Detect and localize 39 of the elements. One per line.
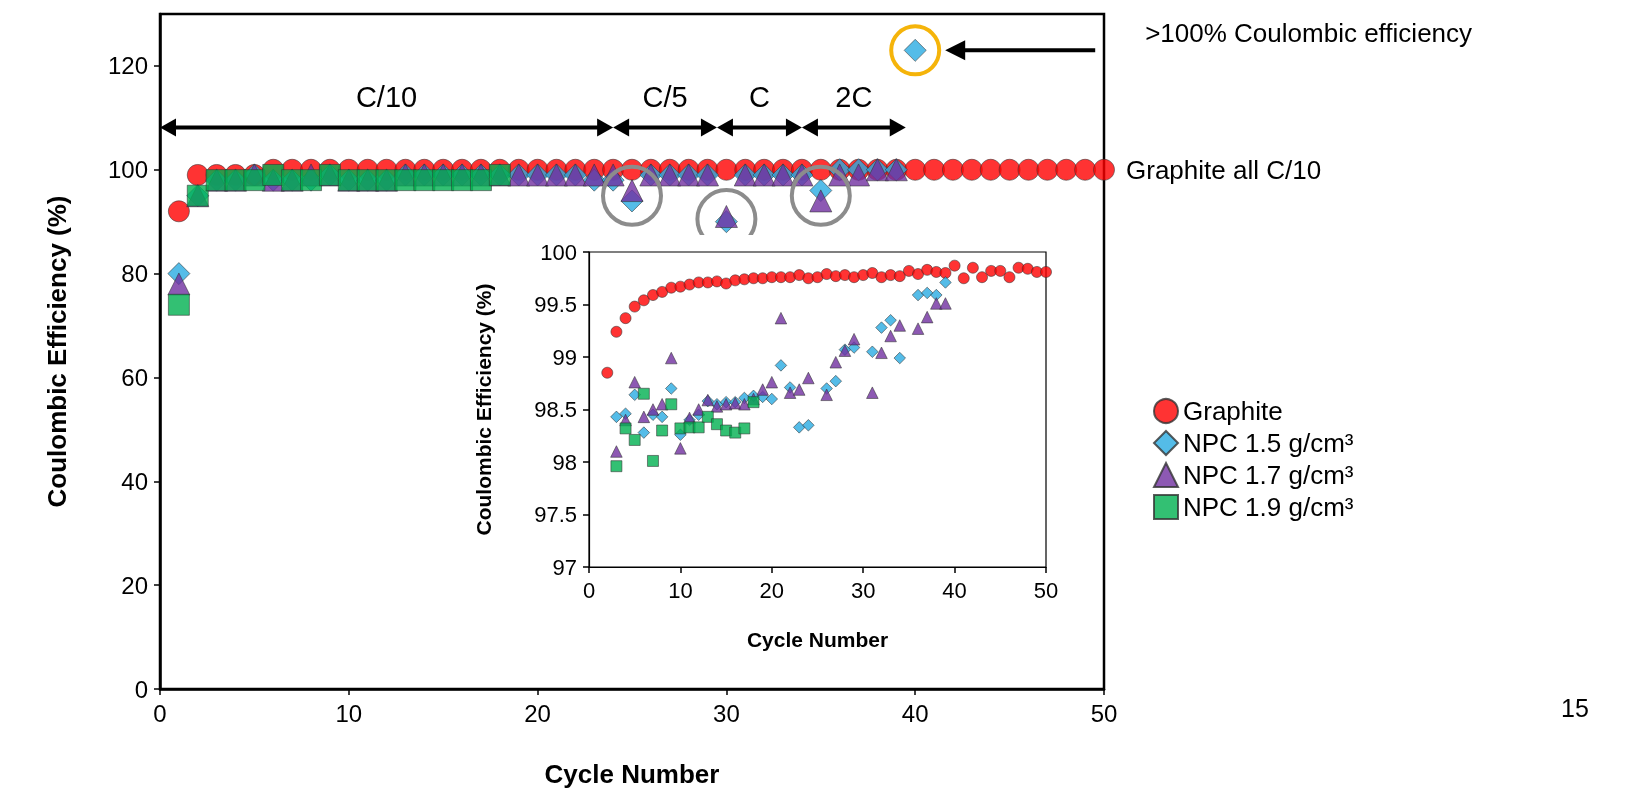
x-tick-label: 30 [850, 577, 876, 603]
x-tick-label: 40 [901, 699, 929, 727]
annotation: 2C [835, 81, 873, 114]
y-tick-label: 80 [121, 260, 148, 288]
x-tick-label: 10 [668, 577, 693, 603]
annotation: C/10 [355, 81, 418, 114]
y-axis-title: Coulombic Efficiency (%) [472, 283, 495, 536]
x-tick-label: 10 [335, 699, 363, 727]
y-tick-label: 98.5 [534, 397, 577, 422]
y-tick-label: 40 [121, 467, 148, 495]
x-tick-label: 40 [942, 577, 967, 603]
legend-label: NPC 1.7 g/cm³ [1183, 460, 1354, 490]
x-axis-title: Cycle Number [544, 759, 720, 789]
y-axis-title: Coulombic Efficiency (%) [42, 195, 72, 508]
x-axis-title: Cycle Number [746, 628, 889, 651]
y-tick-label: 100 [107, 156, 148, 184]
x-tick-label: 20 [759, 577, 785, 603]
annotation: C/5 [642, 81, 688, 114]
y-tick-label: 97.5 [534, 502, 577, 527]
x-tick-label: 0 [153, 699, 167, 727]
legend-label: Graphite [1183, 396, 1283, 426]
x-tick-label: 50 [1033, 577, 1059, 603]
annotation: C [748, 81, 770, 114]
legend-label: NPC 1.9 g/cm³ [1183, 492, 1354, 522]
x-tick-label: 50 [1090, 699, 1118, 727]
y-tick-label: 0 [134, 675, 148, 703]
y-tick-label: 97 [552, 554, 577, 580]
legend-label: NPC 1.5 g/cm³ [1183, 428, 1354, 458]
text: >100% Coulombic efficiency [1145, 18, 1473, 49]
y-tick-label: 60 [121, 363, 148, 391]
y-tick-label: 120 [107, 52, 148, 80]
x-tick-label: 30 [713, 699, 740, 727]
y-tick-label: 99 [552, 344, 577, 370]
y-tick-label: 98 [552, 449, 577, 475]
y-tick-label: 99.5 [534, 292, 577, 317]
y-tick-label: 100 [540, 239, 577, 265]
text: 15 [1561, 694, 1589, 722]
annotation: Graphite all C/10 [1126, 154, 1322, 185]
x-tick-label: 0 [582, 577, 596, 603]
